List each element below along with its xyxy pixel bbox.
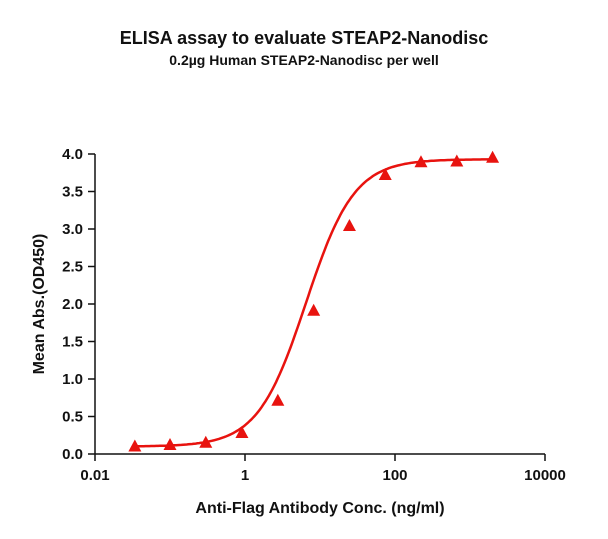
triangle-marker — [378, 168, 392, 180]
triangle-marker — [450, 154, 464, 167]
y-tick-label: 1.0 — [62, 371, 83, 388]
triangle-marker — [128, 439, 142, 452]
fit-curve — [134, 158, 493, 448]
chart-subtitle: 0.2µg Human STEAP2-Nanodisc per well — [169, 52, 439, 68]
y-tick-label: 3.0 — [62, 221, 83, 238]
y-tick-label: 0.0 — [62, 446, 83, 463]
x-tick-label: 10000 — [524, 467, 566, 484]
x-tick-label: 100 — [382, 467, 407, 484]
axes: 0.01 1 100 10000 0.0 0.5 1.0 1.5 2.0 2.5 3.0 3.5 4.0 — [62, 146, 566, 484]
y-tick-label: 1.5 — [62, 334, 83, 351]
fit-curve-line — [134, 158, 493, 448]
y-tick-label: 2.0 — [62, 296, 83, 313]
x-tick-label: 0.01 — [80, 467, 109, 484]
triangle-marker — [486, 150, 500, 163]
triangle-marker — [414, 155, 428, 168]
chart-title: ELISA assay to evaluate STEAP2-Nanodisc — [119, 28, 489, 48]
y-axis-label: Mean Abs.(OD450) — [31, 234, 48, 375]
y-tick-label: 4.0 — [62, 146, 83, 163]
x-tick-label: 1 — [241, 467, 249, 484]
y-tick-label: 2.5 — [62, 259, 83, 276]
y-tick-label: 3.5 — [62, 184, 83, 201]
triangle-marker — [342, 219, 356, 231]
triangle-marker — [307, 303, 321, 316]
triangle-marker — [271, 393, 285, 406]
triangle-marker — [163, 438, 177, 450]
triangle-marker — [199, 435, 213, 448]
data-points — [128, 150, 500, 452]
y-tick-label: 0.5 — [62, 409, 83, 426]
x-axis-label: Anti-Flag Antibody Conc. (ng/ml) — [195, 500, 444, 517]
triangle-marker — [235, 426, 249, 438]
